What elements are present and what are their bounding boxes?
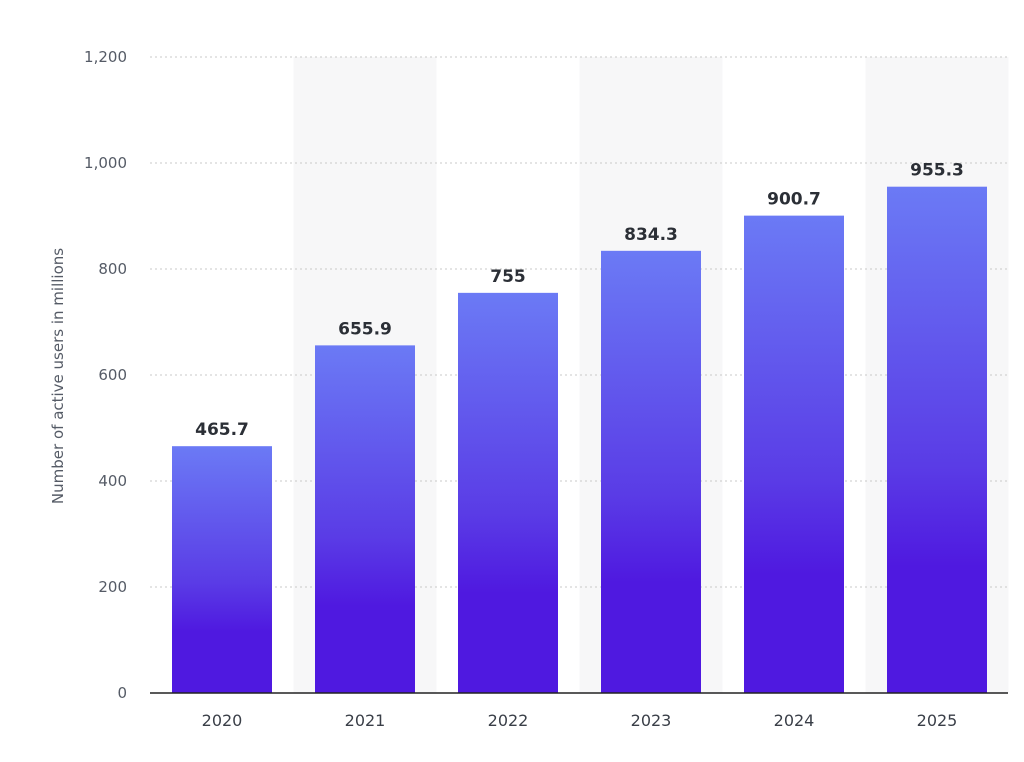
- bar-2021[interactable]: [315, 345, 415, 693]
- bar-2025[interactable]: [887, 186, 987, 694]
- x-tick-label: 2022: [488, 711, 529, 730]
- bar-2024[interactable]: [744, 215, 844, 693]
- y-tick-label: 0: [117, 684, 127, 702]
- y-tick-label: 200: [98, 578, 127, 596]
- y-tick-label: 1,200: [84, 48, 127, 66]
- x-tick-label: 2023: [631, 711, 672, 730]
- data-label: 465.7: [195, 420, 249, 440]
- x-tick-label: 2024: [774, 711, 815, 730]
- y-tick-label: 600: [98, 366, 127, 384]
- bar-2022[interactable]: [458, 292, 558, 693]
- bar-2023[interactable]: [601, 250, 701, 694]
- bar-2020[interactable]: [172, 446, 272, 693]
- data-label: 655.9: [338, 319, 392, 339]
- data-label: 955.3: [910, 161, 964, 181]
- x-tick-label: 2025: [917, 711, 958, 730]
- data-label: 834.3: [624, 225, 678, 245]
- data-label: 755: [490, 267, 526, 287]
- x-tick-label: 2020: [202, 711, 243, 730]
- y-tick-label: 400: [98, 472, 127, 490]
- data-label: 900.7: [767, 190, 821, 210]
- y-tick-label: 1,000: [84, 154, 127, 172]
- y-tick-label: 800: [98, 260, 127, 278]
- x-tick-label: 2021: [345, 711, 386, 730]
- y-axis-title: Number of active users in millions: [49, 248, 67, 504]
